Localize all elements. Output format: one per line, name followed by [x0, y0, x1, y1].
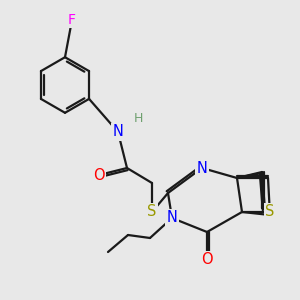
Text: N: N [167, 211, 177, 226]
Text: O: O [201, 253, 213, 268]
Text: N: N [196, 160, 207, 175]
Text: F: F [68, 13, 76, 27]
Text: S: S [147, 205, 157, 220]
Text: H: H [133, 112, 143, 124]
Text: N: N [112, 124, 123, 140]
Text: S: S [265, 205, 275, 220]
Text: O: O [93, 167, 105, 182]
